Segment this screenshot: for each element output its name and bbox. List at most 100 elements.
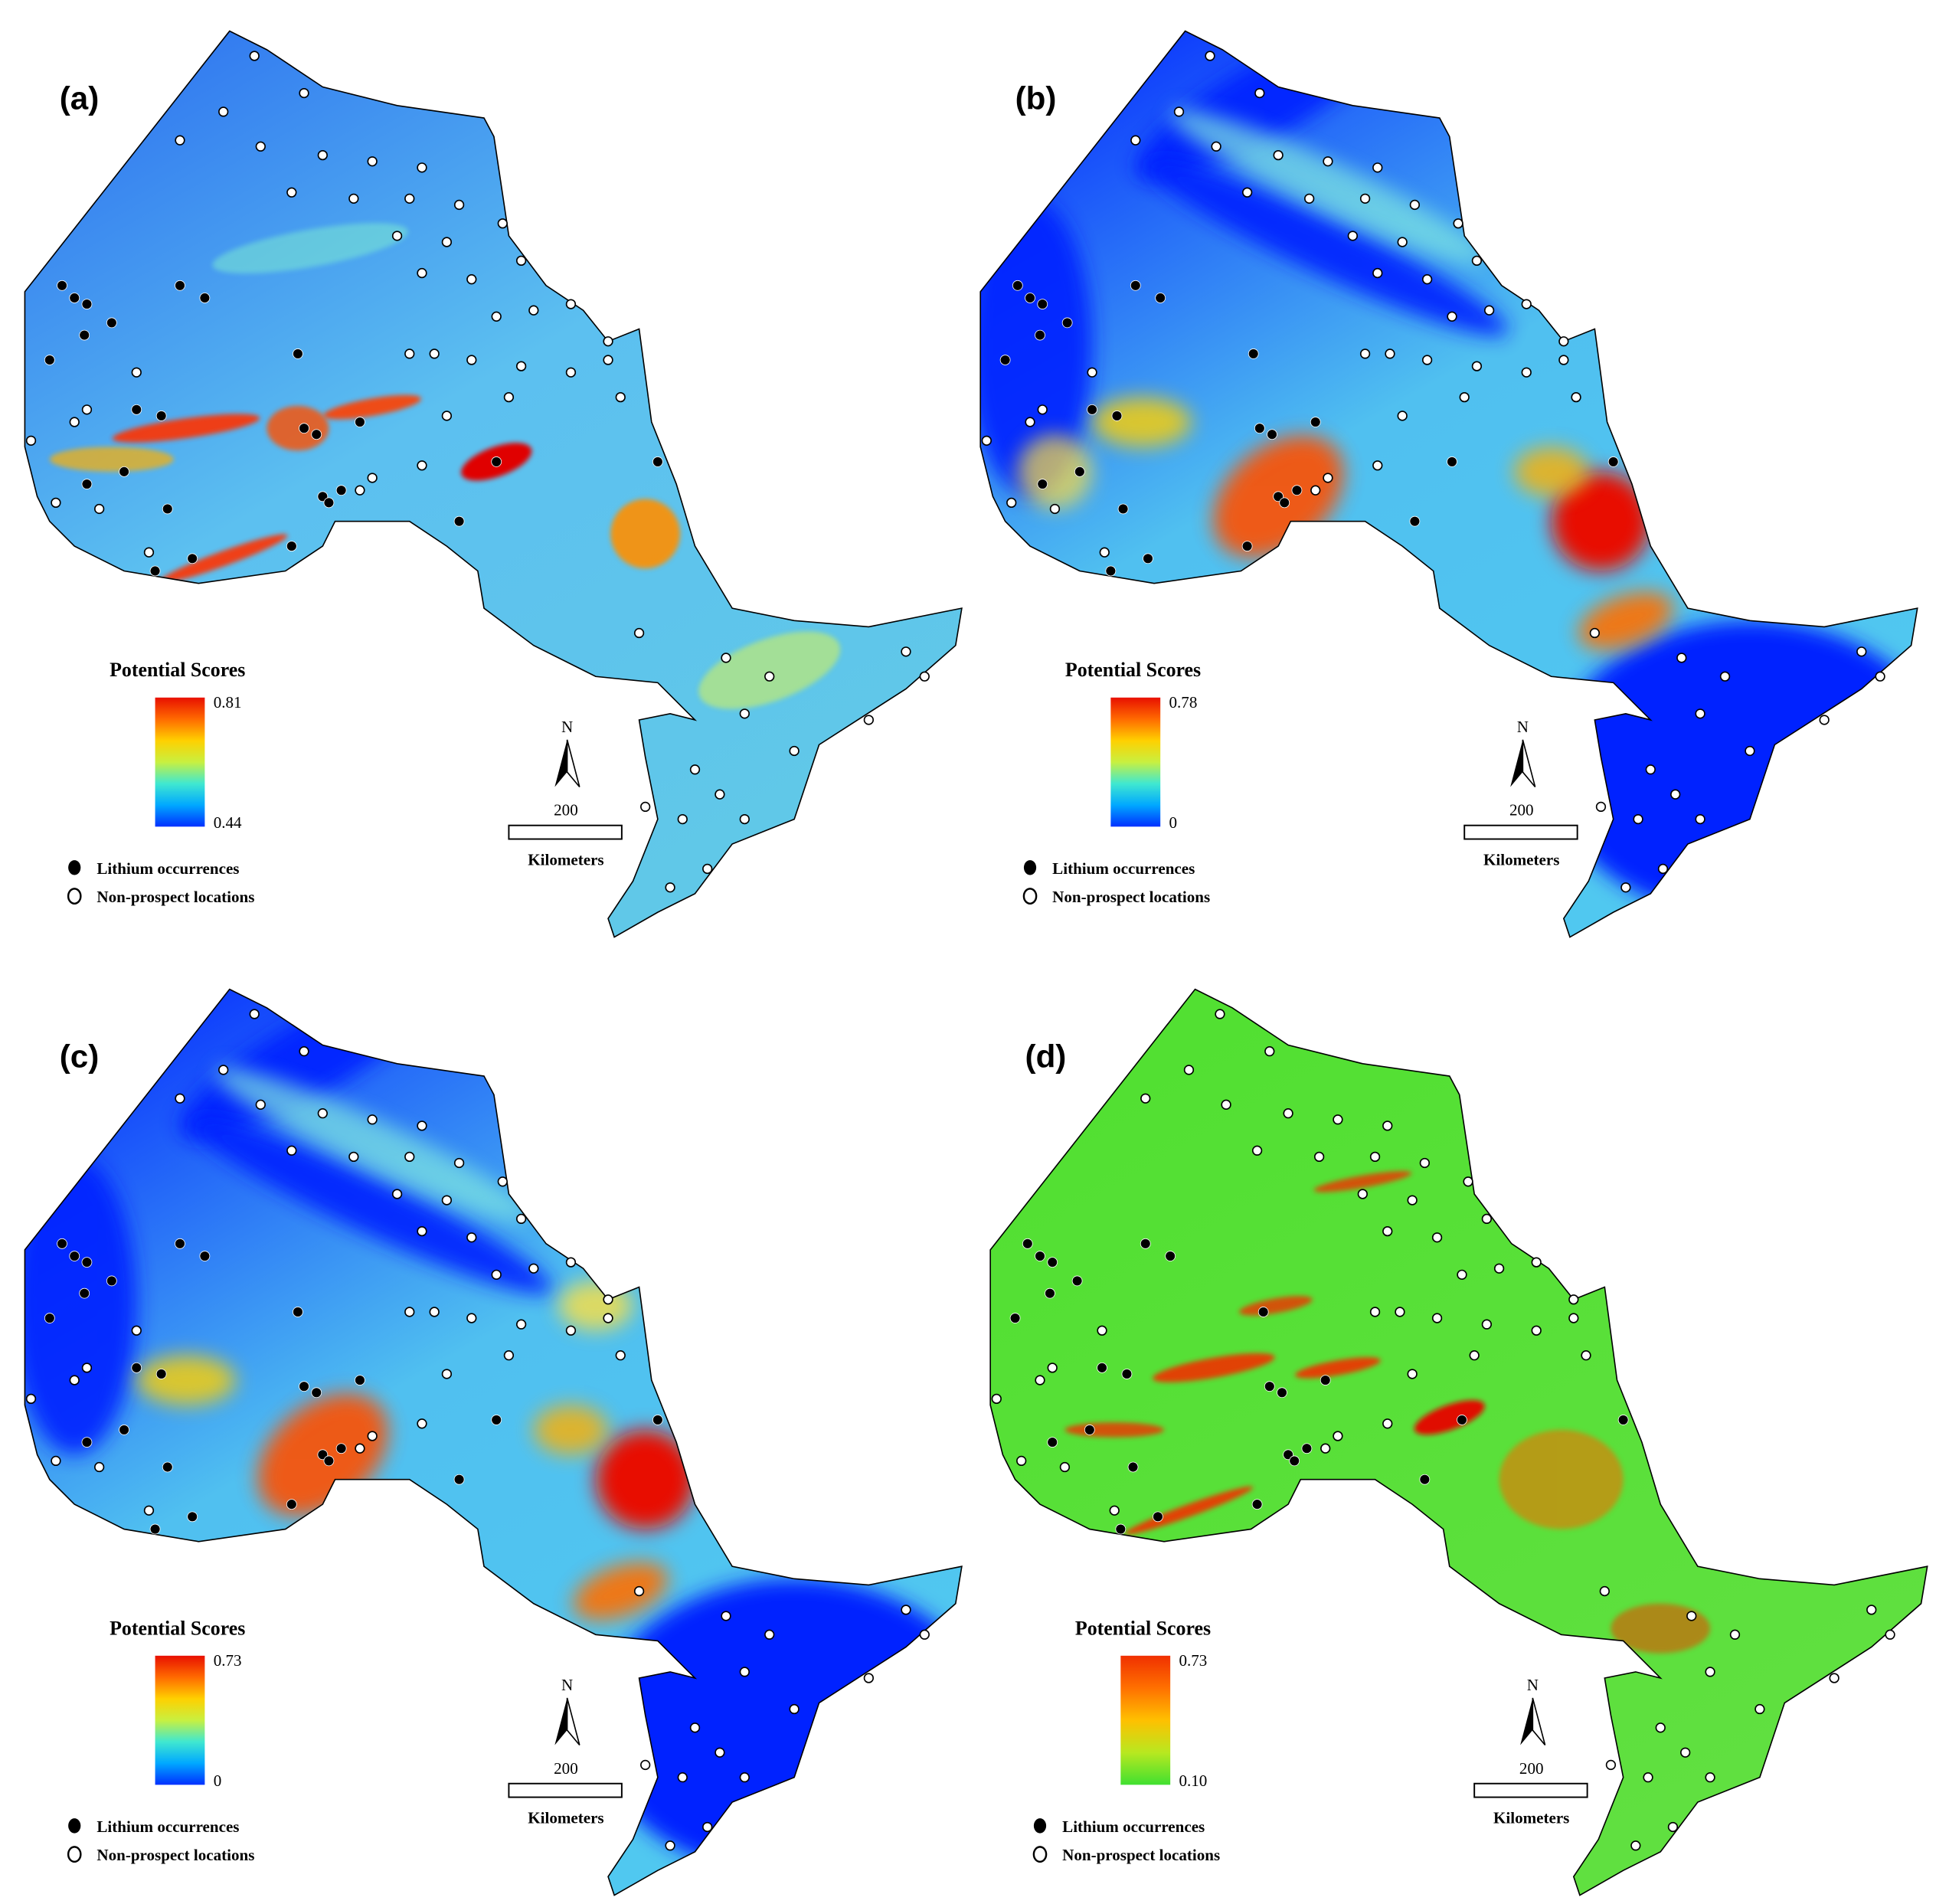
lithium-point (286, 541, 297, 551)
lithium-point (999, 355, 1011, 365)
non-prospect-point (1333, 1431, 1343, 1441)
non-prospect-point (565, 299, 577, 309)
non-prospect-point (1382, 1120, 1393, 1131)
non-prospect-point (93, 503, 105, 515)
legend-lithium-symbol (68, 1818, 81, 1834)
non-prospect-point (1215, 1009, 1225, 1019)
non-prospect-point (466, 1313, 477, 1323)
score-area (1414, 1400, 1485, 1435)
lithium-point (106, 1275, 117, 1287)
non-prospect-point (1447, 311, 1457, 322)
north-label: N (1517, 718, 1529, 736)
non-prospect-point (1097, 1325, 1107, 1336)
lithium-point (1115, 1523, 1127, 1535)
non-prospect-point (640, 801, 651, 813)
non-prospect-point (515, 1213, 527, 1225)
non-prospect-point (1595, 801, 1607, 813)
non-prospect-point (503, 391, 515, 403)
non-prospect-point (1481, 1213, 1493, 1225)
lithium-point (453, 515, 465, 527)
non-prospect-point (404, 1151, 415, 1163)
non-prospect-point (715, 789, 725, 800)
non-prospect-point (1680, 1747, 1691, 1758)
legend-lithium-symbol (1033, 1818, 1047, 1834)
non-prospect-point (739, 1667, 750, 1677)
lithium-point (199, 1251, 211, 1261)
lithium-point (175, 1238, 185, 1249)
non-prospect-point (1397, 411, 1408, 421)
non-prospect-point (1695, 813, 1705, 825)
non-prospect-point (1729, 1629, 1741, 1640)
non-prospect-point (1382, 1418, 1393, 1429)
non-prospect-point (1493, 1263, 1505, 1274)
non-prospect-point (51, 1455, 61, 1467)
map-panel: (d) Potential Scores 0.73 0.10 Lithium occur… (989, 988, 1928, 1896)
lithium-point (323, 1455, 335, 1467)
non-prospect-point (1251, 1145, 1263, 1156)
score-area (533, 1405, 609, 1455)
non-prospect-point (901, 1605, 911, 1615)
non-prospect-point (51, 497, 61, 509)
scale-distance: 200 (554, 1759, 578, 1778)
non-prospect-point (1558, 336, 1569, 347)
lithium-point (299, 1381, 309, 1392)
non-prospect-point (1633, 813, 1643, 825)
scale-distance: 200 (1509, 801, 1534, 820)
lithium-point (1165, 1251, 1176, 1261)
non-prospect-point (417, 162, 427, 173)
non-prospect-point (348, 1151, 359, 1163)
scale-distance: 200 (1519, 1759, 1544, 1778)
colorbar-min: 0.44 (214, 813, 242, 832)
colorbar-max: 0.73 (1179, 1651, 1207, 1670)
non-prospect-point (764, 671, 775, 682)
non-prospect-point (702, 1821, 713, 1833)
non-prospect-point (1667, 1821, 1679, 1833)
non-prospect-point (1109, 1505, 1120, 1516)
non-prospect-point (1719, 671, 1731, 682)
lithium-point (44, 1313, 55, 1323)
legend-title: Potential Scores (1075, 1617, 1211, 1639)
score-area (595, 1429, 695, 1529)
province-outline (24, 988, 963, 1896)
panel-label: (b) (1015, 80, 1057, 116)
non-prospect-point (1310, 485, 1321, 496)
non-prospect-point (863, 1673, 875, 1683)
non-prospect-point (1819, 715, 1830, 725)
score-area (1238, 1296, 1313, 1316)
north-arrow (1522, 739, 1536, 787)
non-prospect-point (1369, 1307, 1381, 1317)
legend-non-prospect-symbol (67, 888, 82, 905)
map-panel: (b) Potential Scores 0.78 0 Lithium occurren… (979, 30, 1918, 938)
lithium-point (79, 1287, 90, 1299)
lithium-point (1127, 1461, 1139, 1473)
score-area (25, 1156, 137, 1455)
non-prospect-point (441, 1195, 453, 1206)
non-prospect-point (391, 1189, 403, 1199)
lithium-point (652, 456, 663, 467)
non-prospect-point (1531, 1257, 1542, 1268)
non-prospect-point (417, 1225, 427, 1237)
lithium-point (453, 1474, 465, 1485)
lithium-point (1117, 503, 1129, 515)
non-prospect-point (677, 813, 688, 825)
non-prospect-point (417, 460, 427, 471)
lithium-point (81, 1437, 93, 1448)
non-prospect-point (789, 745, 800, 757)
non-prospect-point (515, 255, 527, 267)
non-prospect-point (739, 708, 750, 719)
lithium-point (155, 1369, 167, 1379)
non-prospect-point (1431, 1313, 1443, 1323)
colorbar-min: 0.10 (1179, 1772, 1207, 1790)
score-area (1153, 1353, 1275, 1382)
lithium-point (1617, 1415, 1629, 1425)
non-prospect-point (689, 764, 701, 775)
non-prospect-point (721, 653, 731, 663)
colorbar-min: 0 (1169, 813, 1178, 832)
legend-lithium: Lithium occurrences (96, 859, 239, 878)
lithium-point (69, 293, 80, 303)
lithium-point (1105, 565, 1117, 577)
non-prospect-point (175, 1093, 185, 1104)
lithium-point (1037, 299, 1048, 309)
non-prospect-point (249, 51, 260, 61)
